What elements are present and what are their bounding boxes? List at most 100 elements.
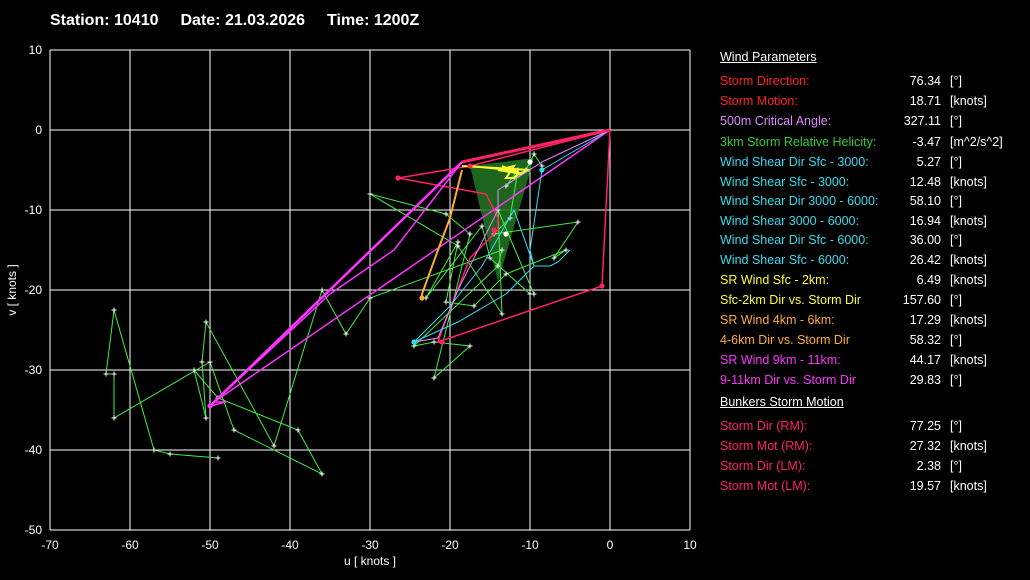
- param-label: Wind Shear Dir 3000 - 6000:: [720, 194, 879, 208]
- param-value: 36.00: [909, 233, 941, 247]
- y-tick-label: -40: [25, 443, 43, 457]
- param-label: SR Wind Sfc - 2km:: [720, 273, 830, 287]
- bunkers-label: Storm Mot (RM):: [720, 438, 813, 453]
- data-point-marker: [499, 247, 505, 253]
- marker-point: [419, 295, 425, 301]
- param-row: Sfc-2km Dir vs. Storm Dir 157.60 [°]: [720, 293, 1025, 313]
- data-point-marker: [103, 371, 109, 377]
- param-label: 9-11km Dir vs. Storm Dir: [720, 372, 856, 387]
- data-point-marker: [443, 299, 449, 305]
- param-value: 29.83: [909, 372, 941, 387]
- param-label: Wind Shear Dir Sfc - 6000:: [720, 233, 869, 247]
- param-unit: [°]: [950, 233, 962, 247]
- param-value: 58.32: [909, 332, 941, 347]
- bunkers-row: Storm Mot (LM): 19.57 [knots]: [720, 479, 1025, 499]
- data-point-marker: [215, 455, 221, 461]
- param-unit: [knots]: [950, 252, 987, 267]
- wind-parameters-panel: Wind Parameters Storm Direction: 76.34 [°]…: [720, 48, 1025, 498]
- data-point-marker: [531, 151, 537, 157]
- bunkers-value: 27.32: [909, 438, 941, 453]
- param-unit: [knots]: [950, 273, 987, 287]
- x-tick-label: -50: [201, 538, 219, 552]
- y-tick-label: 0: [35, 123, 42, 137]
- x-tick-label: -10: [521, 538, 539, 552]
- wind-parameters-title: Wind Parameters: [720, 50, 817, 64]
- data-point-marker: [503, 271, 509, 277]
- data-point-marker: [203, 415, 209, 421]
- hodograph-chart: -70 -60 -50 -40 -30 -20 -10 0 10 10 0 -10 -20 -30 -40 -…: [5, 43, 697, 568]
- marker-point: [539, 167, 545, 173]
- param-value: 327.11: [903, 114, 941, 128]
- data-point-marker: [551, 255, 557, 261]
- param-row: Storm Direction: 76.34 [°]: [720, 74, 1025, 94]
- param-label: Wind Shear 3000 - 6000:: [720, 213, 859, 228]
- bunkers-unit: [°]: [950, 419, 962, 433]
- param-unit: [knots]: [950, 213, 987, 228]
- param-row: Wind Shear Sfc - 6000: 26.42 [knots]: [720, 253, 1025, 273]
- param-unit: [°]: [950, 194, 962, 208]
- data-point-marker: [479, 223, 485, 229]
- param-label: SR Wind 9km - 11km:: [720, 353, 841, 367]
- data-point-marker: [367, 191, 373, 197]
- marker-point: [411, 339, 417, 345]
- y-tick-label: -10: [25, 203, 43, 217]
- param-label: SR Wind 4km - 6km:: [720, 313, 835, 327]
- param-unit: [knots]: [950, 313, 987, 327]
- data-point-marker: [167, 451, 173, 457]
- data-point-marker: [199, 359, 205, 365]
- param-row: 4-6km Dir vs. Storm Dir 58.32 [°]: [720, 333, 1025, 353]
- param-label: 3km Storm Relative Helicity:: [720, 134, 877, 149]
- y-axis-label: v [ knots ]: [5, 264, 19, 315]
- param-value: 12.48: [909, 174, 941, 189]
- data-point-marker: [499, 311, 505, 317]
- bunkers-value: 77.25: [909, 419, 941, 433]
- data-point-marker: [495, 263, 501, 269]
- x-tick-label: -70: [41, 538, 59, 552]
- param-row: SR Wind 9km - 11km: 44.17 [knots]: [720, 353, 1025, 373]
- bunkers-label: Storm Dir (LM):: [720, 459, 806, 473]
- param-row: 9-11km Dir vs. Storm Dir 29.83 [°]: [720, 373, 1025, 393]
- param-value: 16.94: [909, 213, 941, 228]
- bunkers-value: 2.38: [916, 459, 941, 473]
- param-unit: [knots]: [950, 93, 987, 108]
- bunkers-label: Storm Mot (LM):: [720, 478, 811, 493]
- station-label: Station: 10410: [50, 12, 159, 29]
- param-label: Storm Direction:: [720, 74, 810, 88]
- param-row: SR Wind 4km - 6km: 17.29 [knots]: [720, 313, 1025, 333]
- param-row: Storm Motion: 18.71 [knots]: [720, 94, 1025, 114]
- y-tick-label: -20: [25, 283, 43, 297]
- param-unit: [°]: [950, 114, 962, 128]
- param-value: -3.47: [912, 134, 942, 149]
- param-row: Wind Shear Sfc - 3000: 12.48 [knots]: [720, 175, 1025, 195]
- data-point-marker: [575, 219, 581, 225]
- data-point-marker: [467, 343, 473, 349]
- param-row: Wind Shear 3000 - 6000: 16.94 [knots]: [720, 214, 1025, 234]
- data-point-marker: [231, 427, 237, 433]
- series-line: [207, 129, 611, 408]
- data-point-marker: [443, 211, 449, 217]
- date-label: Date: 21.03.2026: [180, 12, 306, 29]
- bunkers-unit: [knots]: [950, 478, 987, 493]
- series-line: [421, 169, 463, 298]
- data-point-marker: [431, 375, 437, 381]
- chart-header: Station: 10410 Date: 21.03.2026 Time: 1200…: [50, 12, 441, 30]
- param-unit: [°]: [950, 292, 962, 307]
- param-value: 58.10: [909, 194, 941, 208]
- bunkers-unit: [°]: [950, 459, 962, 473]
- data-point-marker: [319, 287, 325, 293]
- param-label: 4-6km Dir vs. Storm Dir: [720, 332, 850, 347]
- x-tick-label: -40: [281, 538, 299, 552]
- param-unit: [°]: [950, 332, 962, 347]
- bunkers-row: Storm Dir (RM): 77.25 [°]: [720, 419, 1025, 439]
- param-label: Wind Shear Dir Sfc - 3000:: [720, 155, 869, 169]
- marker-point: [491, 227, 497, 233]
- data-point-marker: [467, 231, 473, 237]
- data-point-marker: [207, 359, 213, 365]
- bunkers-list: Storm Dir (RM): 77.25 [°] Storm Mot (RM): 27…: [720, 419, 1025, 498]
- data-point-marker: [367, 295, 373, 301]
- param-row: 500m Critical Angle: 327.11 [°]: [720, 114, 1025, 134]
- data-point-marker: [319, 471, 325, 477]
- data-point-marker: [191, 367, 197, 373]
- param-value: 44.17: [909, 353, 941, 367]
- bunkers-title: Bunkers Storm Motion: [720, 395, 844, 409]
